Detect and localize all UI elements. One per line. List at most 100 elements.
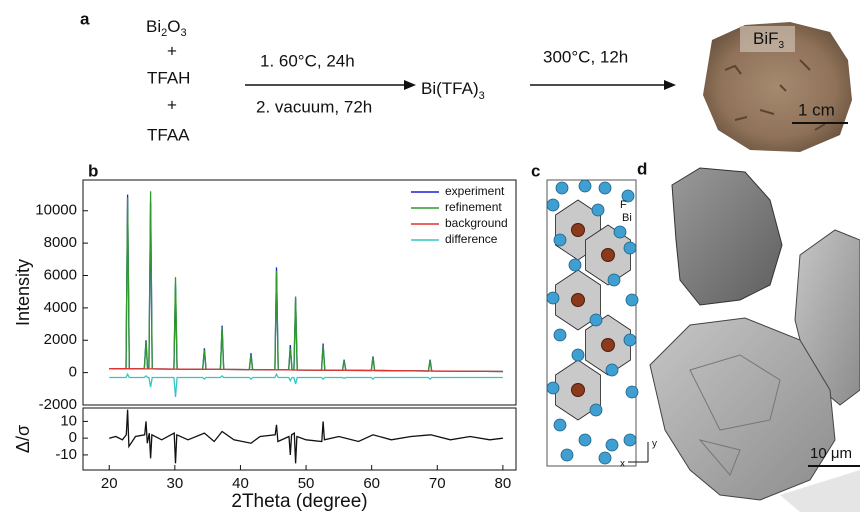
f-atom [578, 179, 592, 193]
x-tick-label: 70 [429, 475, 446, 492]
y-tick-label: -2000 [39, 396, 77, 413]
legend-label: difference [445, 232, 498, 246]
y-tick-label: 6000 [44, 266, 77, 283]
f-atom [546, 198, 560, 212]
panel-label: d [637, 159, 647, 178]
condition: 300°C, 12h [543, 47, 628, 66]
f-atom [621, 189, 635, 203]
sem-texture [689, 354, 781, 476]
bi-atom [571, 293, 585, 307]
f-atom [553, 233, 567, 247]
x-tick-label: 30 [167, 475, 184, 492]
panel-label: a [80, 9, 90, 28]
f-atom [605, 363, 619, 377]
sem-flake [671, 167, 783, 306]
f-atom [625, 385, 639, 399]
panel-label: b [88, 161, 98, 180]
y-tick-label: -10 [55, 446, 77, 463]
x-tick-label: 20 [101, 475, 118, 492]
f-atom [553, 418, 567, 432]
x-axis-label: 2Theta (degree) [231, 491, 367, 512]
formula-part: BiF [753, 29, 779, 48]
axis-label: y [652, 439, 657, 450]
bi-atom [601, 248, 615, 262]
panel-label: c [531, 161, 540, 180]
formula-subscript: 2 [161, 27, 167, 39]
condition: 1. 60°C, 24h [260, 51, 355, 70]
formula-subscript: 3 [779, 40, 785, 51]
arrow-head [664, 80, 676, 90]
plot-frame [82, 179, 517, 406]
y-tick-label: 10 [60, 412, 77, 429]
f-atom [546, 381, 560, 395]
data-line [109, 191, 503, 373]
y-tick-label: 0 [69, 429, 77, 446]
legend-label: experiment [445, 184, 505, 198]
x-tick-label: 40 [232, 475, 249, 492]
f-atom [607, 273, 621, 287]
f-atom [578, 433, 592, 447]
f-atom [555, 181, 569, 195]
data-line [109, 372, 503, 397]
axis-label: x [620, 459, 625, 470]
data-line [109, 409, 503, 464]
f-atom [571, 348, 585, 362]
sem-edge [780, 470, 860, 512]
f-atom [568, 258, 582, 272]
data-line [109, 194, 503, 373]
x-tick-label: 60 [363, 475, 380, 492]
formula-subscript: 3 [479, 90, 485, 102]
plus: + [167, 41, 177, 60]
y-axis-label: Intensity [13, 259, 33, 326]
bi-atom [571, 223, 585, 237]
photo-texture [724, 59, 826, 131]
formula-part: Bi(TFA) [421, 79, 479, 98]
formula-subscript: 3 [180, 27, 186, 39]
f-atom [546, 291, 560, 305]
f-atom [598, 181, 612, 195]
arrow-head [404, 80, 416, 90]
x-tick-label: 50 [298, 475, 315, 492]
reactant: Bi2O3 [146, 17, 187, 38]
sem-flake [649, 317, 836, 501]
f-atom [560, 448, 574, 462]
y-tick-label: 2000 [44, 331, 77, 348]
bi-atom [601, 338, 615, 352]
f-atom [623, 333, 637, 347]
label-box [740, 26, 795, 52]
f-atom [613, 225, 627, 239]
f-atom [625, 293, 639, 307]
scale-label: 1 cm [798, 100, 835, 119]
y-tick-label: 8000 [44, 234, 77, 251]
data-line [109, 367, 503, 373]
x-tick-label: 80 [495, 475, 512, 492]
y-tick-label: 4000 [44, 299, 77, 316]
atom-label: Bi [622, 212, 632, 224]
plus: + [167, 95, 177, 114]
intermediate: Bi(TFA)3 [421, 79, 485, 101]
f-atom [623, 241, 637, 255]
condition: 2. vacuum, 72h [256, 97, 372, 116]
legend-label: refinement [445, 200, 502, 214]
f-atom [589, 313, 603, 327]
legend-label: background [445, 216, 508, 230]
f-atom [553, 328, 567, 342]
f-atom [591, 203, 605, 217]
photo-label: BiF3 [753, 29, 785, 50]
crystal-structure [546, 179, 639, 465]
f-atom [605, 438, 619, 452]
plot-frame [82, 407, 517, 471]
y-tick-label: 10000 [35, 202, 77, 219]
scale-label: 10 μm [810, 445, 852, 462]
formula-part: O [167, 17, 180, 36]
f-atom [589, 403, 603, 417]
formula-part: Bi [146, 17, 161, 36]
atom-label: F [620, 199, 627, 211]
reactant: TFAA [147, 125, 190, 144]
y-tick-label: 0 [69, 364, 77, 381]
f-atom [623, 433, 637, 447]
structure-box [546, 179, 637, 467]
y-axis-label: Δ/σ [13, 425, 33, 453]
bi-atom [571, 383, 585, 397]
